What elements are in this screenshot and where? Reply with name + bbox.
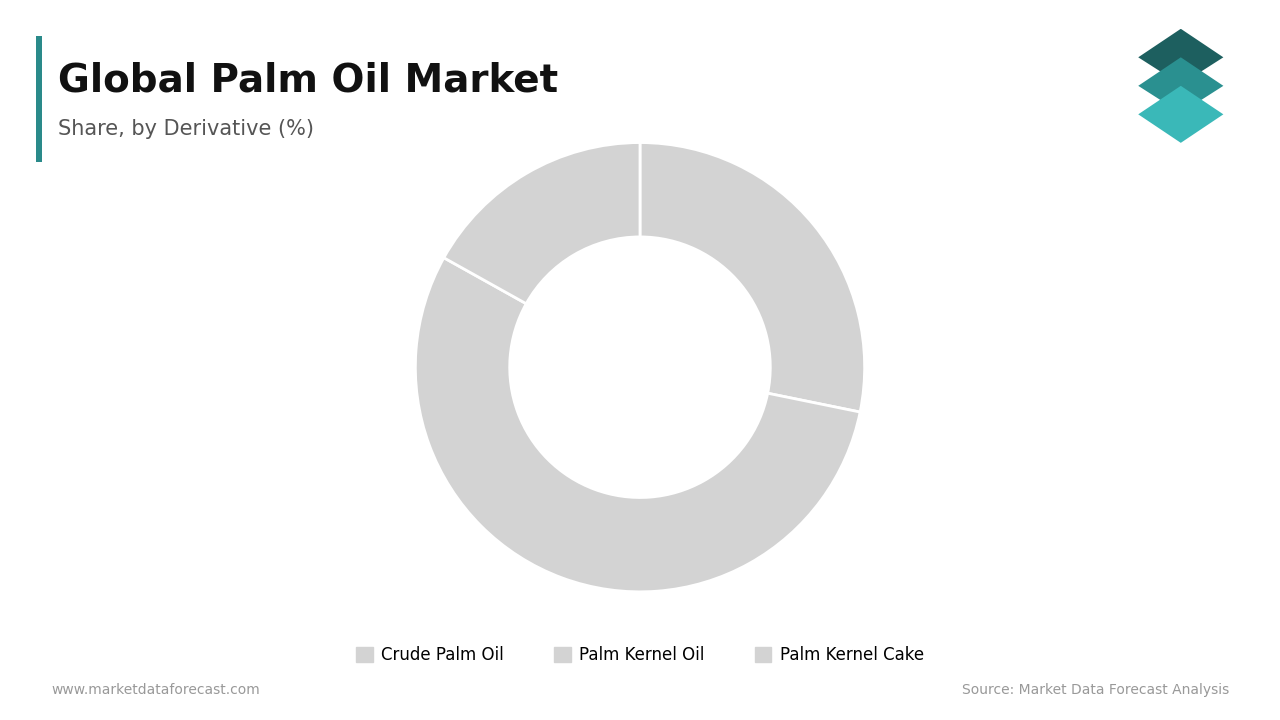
- Wedge shape: [640, 143, 864, 412]
- Text: www.marketdataforecast.com: www.marketdataforecast.com: [51, 683, 260, 697]
- Polygon shape: [1138, 86, 1224, 143]
- Polygon shape: [1138, 58, 1224, 113]
- Text: Share, by Derivative (%): Share, by Derivative (%): [58, 119, 314, 139]
- Legend: Crude Palm Oil, Palm Kernel Oil, Palm Kernel Cake: Crude Palm Oil, Palm Kernel Oil, Palm Ke…: [349, 639, 931, 670]
- Wedge shape: [416, 258, 860, 592]
- Wedge shape: [444, 143, 640, 304]
- Polygon shape: [1138, 29, 1224, 84]
- Text: Source: Market Data Forecast Analysis: Source: Market Data Forecast Analysis: [961, 683, 1229, 697]
- Text: Global Palm Oil Market: Global Palm Oil Market: [58, 61, 558, 99]
